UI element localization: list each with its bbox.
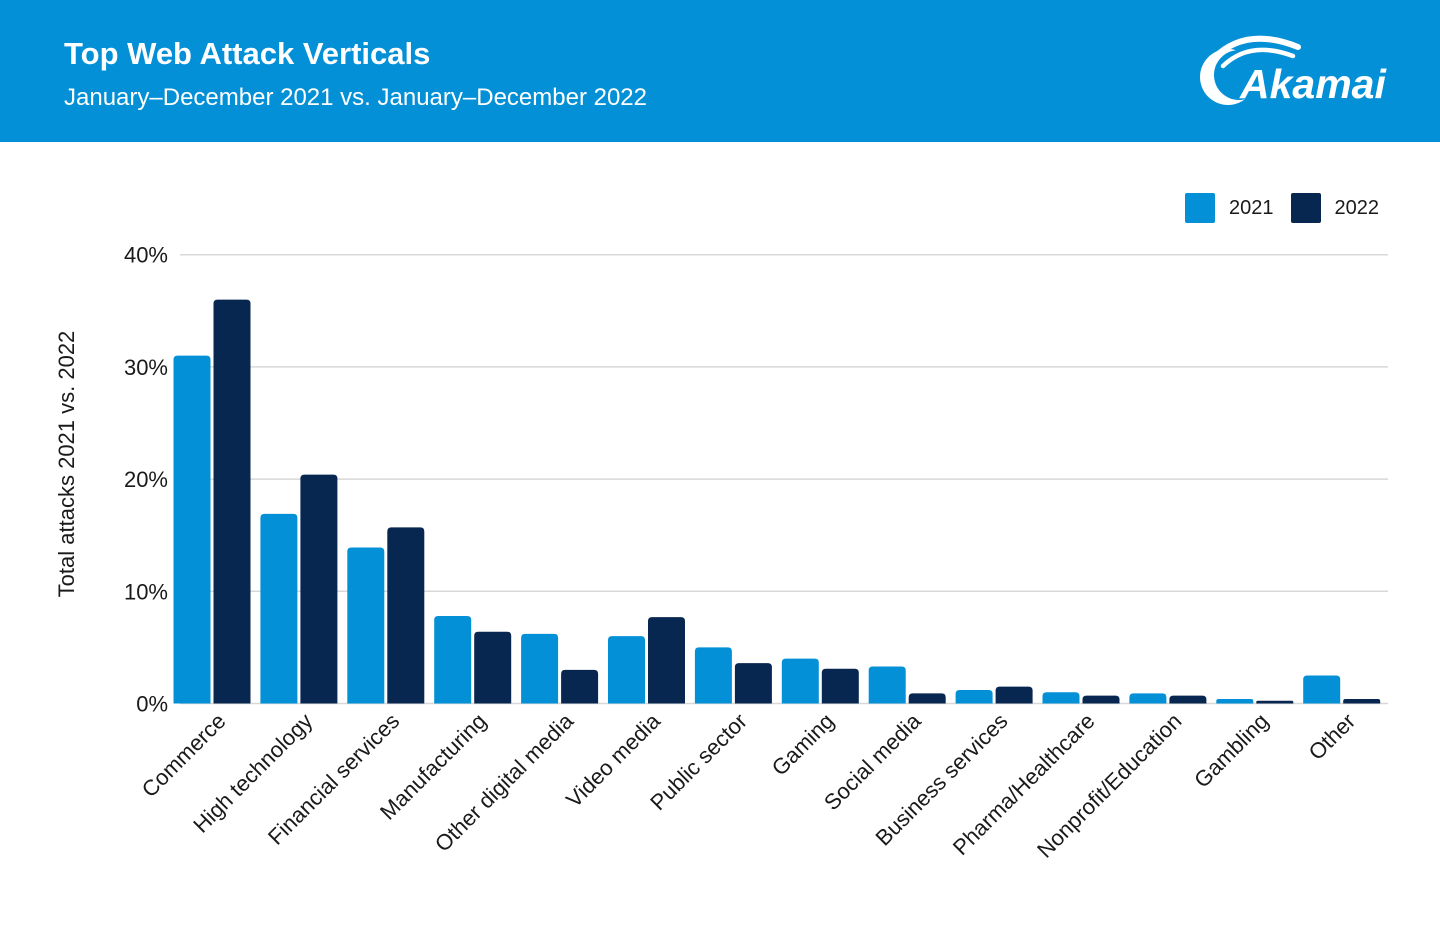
xtick-label-other: Other — [1304, 708, 1361, 765]
bar-2022-public-sector — [734, 663, 772, 704]
bar-2021-business-services — [955, 690, 993, 704]
bar-2022-high-technology — [300, 474, 338, 704]
bar-2022-business-services — [995, 686, 1033, 704]
bar-2022-other — [1343, 699, 1381, 704]
bar-2021-high-technology — [260, 513, 298, 704]
ytick-label-10: 10% — [124, 579, 168, 604]
xtick-label-pharma-healthcare: Pharma/Healthcare — [948, 708, 1100, 860]
bar-2022-commerce — [213, 299, 251, 704]
bar-2021-social-media — [868, 666, 906, 704]
bar-2021-gambling — [1216, 699, 1254, 704]
bar-2021-financial-services — [347, 547, 385, 704]
bar-2022-pharma-healthcare — [1082, 695, 1120, 704]
bar-2021-video-media — [608, 636, 645, 704]
page-title: Top Web Attack Verticals — [64, 36, 431, 71]
ytick-label-20: 20% — [124, 467, 168, 492]
bar-2021-manufacturing — [434, 615, 472, 704]
bar-2022-gaming — [821, 668, 859, 704]
header-band: Top Web Attack Verticals January–Decembe… — [0, 0, 1440, 142]
legend-swatch-2022 — [1290, 193, 1321, 223]
xtick-label-gaming: Gaming — [767, 708, 839, 780]
bar-2021-public-sector — [694, 647, 732, 704]
bar-2021-nonprofit-education — [1129, 693, 1167, 704]
xtick-label-commerce: Commerce — [137, 708, 231, 802]
xtick-label-gambling: Gambling — [1189, 708, 1273, 792]
bar-2021-commerce — [173, 355, 211, 704]
ytick-label-40: 40% — [124, 243, 168, 268]
legend-label-2022: 2022 — [1334, 196, 1380, 219]
akamai-logo: Akamai — [1200, 35, 1387, 107]
bar-2022-other-digital-media — [561, 669, 599, 704]
ytick-label-30: 30% — [124, 355, 168, 380]
legend-swatch-2021 — [1185, 193, 1215, 223]
bar-2022-video-media — [648, 617, 685, 704]
akamai-logo-text: Akamai — [1239, 61, 1387, 107]
akamai-wave-icon — [1200, 35, 1301, 105]
legend-item-2022: 2022 — [1290, 193, 1380, 223]
bar-2021-other — [1303, 675, 1341, 704]
ytick-label-0: 0% — [136, 692, 168, 717]
xtick-label-nonprofit-education: Nonprofit/Education — [1032, 708, 1186, 862]
chart-legend: 2021 2022 — [1185, 193, 1379, 223]
bar-2022-nonprofit-education — [1169, 695, 1207, 704]
bar-2022-manufacturing — [474, 631, 512, 704]
bar-2022-social-media — [908, 693, 946, 704]
bar-2022-financial-services — [387, 527, 425, 704]
legend-label-2021: 2021 — [1229, 196, 1274, 219]
legend-item-2021: 2021 — [1185, 193, 1274, 223]
bar-2021-pharma-healthcare — [1042, 692, 1080, 704]
page-subtitle: January–December 2021 vs. January–Decemb… — [64, 84, 647, 111]
bar-2022-gambling — [1256, 700, 1294, 704]
bar-2021-gaming — [781, 658, 819, 704]
bar-2021-other-digital-media — [521, 633, 559, 704]
